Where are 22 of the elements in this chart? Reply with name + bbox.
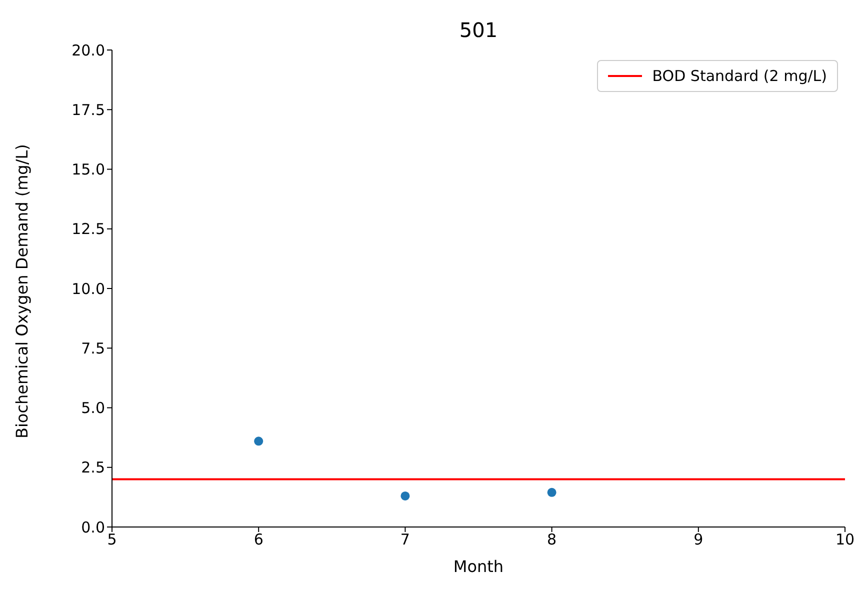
y-tick-label: 15.0: [72, 160, 105, 179]
chart-title: 501: [458, 18, 499, 42]
y-tick-label: 2.5: [81, 458, 105, 477]
point: [400, 491, 410, 500]
x-tick-label: 9: [694, 530, 704, 549]
point: [254, 436, 264, 446]
y-tick-label: 0.0: [81, 518, 105, 536]
x-tick-label: 6: [254, 530, 264, 549]
point: [547, 488, 556, 497]
x-tick-label: 8: [547, 530, 557, 549]
legend-label: BOD Standard (2 mg/L): [652, 67, 827, 85]
y-tick-label: 7.5: [81, 339, 105, 358]
y-tick-label: 12.5: [72, 220, 105, 238]
x-tick-label: 5: [107, 530, 117, 549]
y-tick-label: 17.5: [72, 100, 105, 119]
y-tick-label: 5.0: [81, 399, 105, 418]
x-tick-label: 10: [835, 530, 855, 549]
x-axis-title: Month: [453, 557, 504, 576]
x-tick-label: 7: [400, 530, 410, 549]
y-tick-label: 20.0: [72, 41, 105, 60]
y-tick-label: 10.0: [72, 280, 105, 298]
y-axis-title: Biochemical Oxygen Demand (mg/L): [12, 144, 32, 438]
